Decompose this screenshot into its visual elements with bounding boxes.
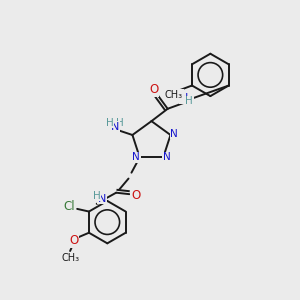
Text: H: H (93, 190, 101, 201)
Text: O: O (69, 234, 78, 247)
Text: CH₃: CH₃ (165, 90, 183, 100)
Text: CH₃: CH₃ (61, 253, 79, 263)
Text: O: O (131, 189, 140, 202)
Text: H: H (116, 118, 124, 128)
Text: H: H (185, 96, 193, 106)
Text: H: H (106, 118, 113, 128)
Text: N: N (180, 93, 188, 103)
Text: N: N (111, 122, 119, 132)
Text: N: N (163, 152, 171, 162)
Text: N: N (98, 194, 106, 204)
Text: O: O (149, 83, 158, 96)
Text: N: N (170, 128, 178, 139)
Text: Cl: Cl (63, 200, 75, 213)
Text: N: N (132, 152, 140, 162)
